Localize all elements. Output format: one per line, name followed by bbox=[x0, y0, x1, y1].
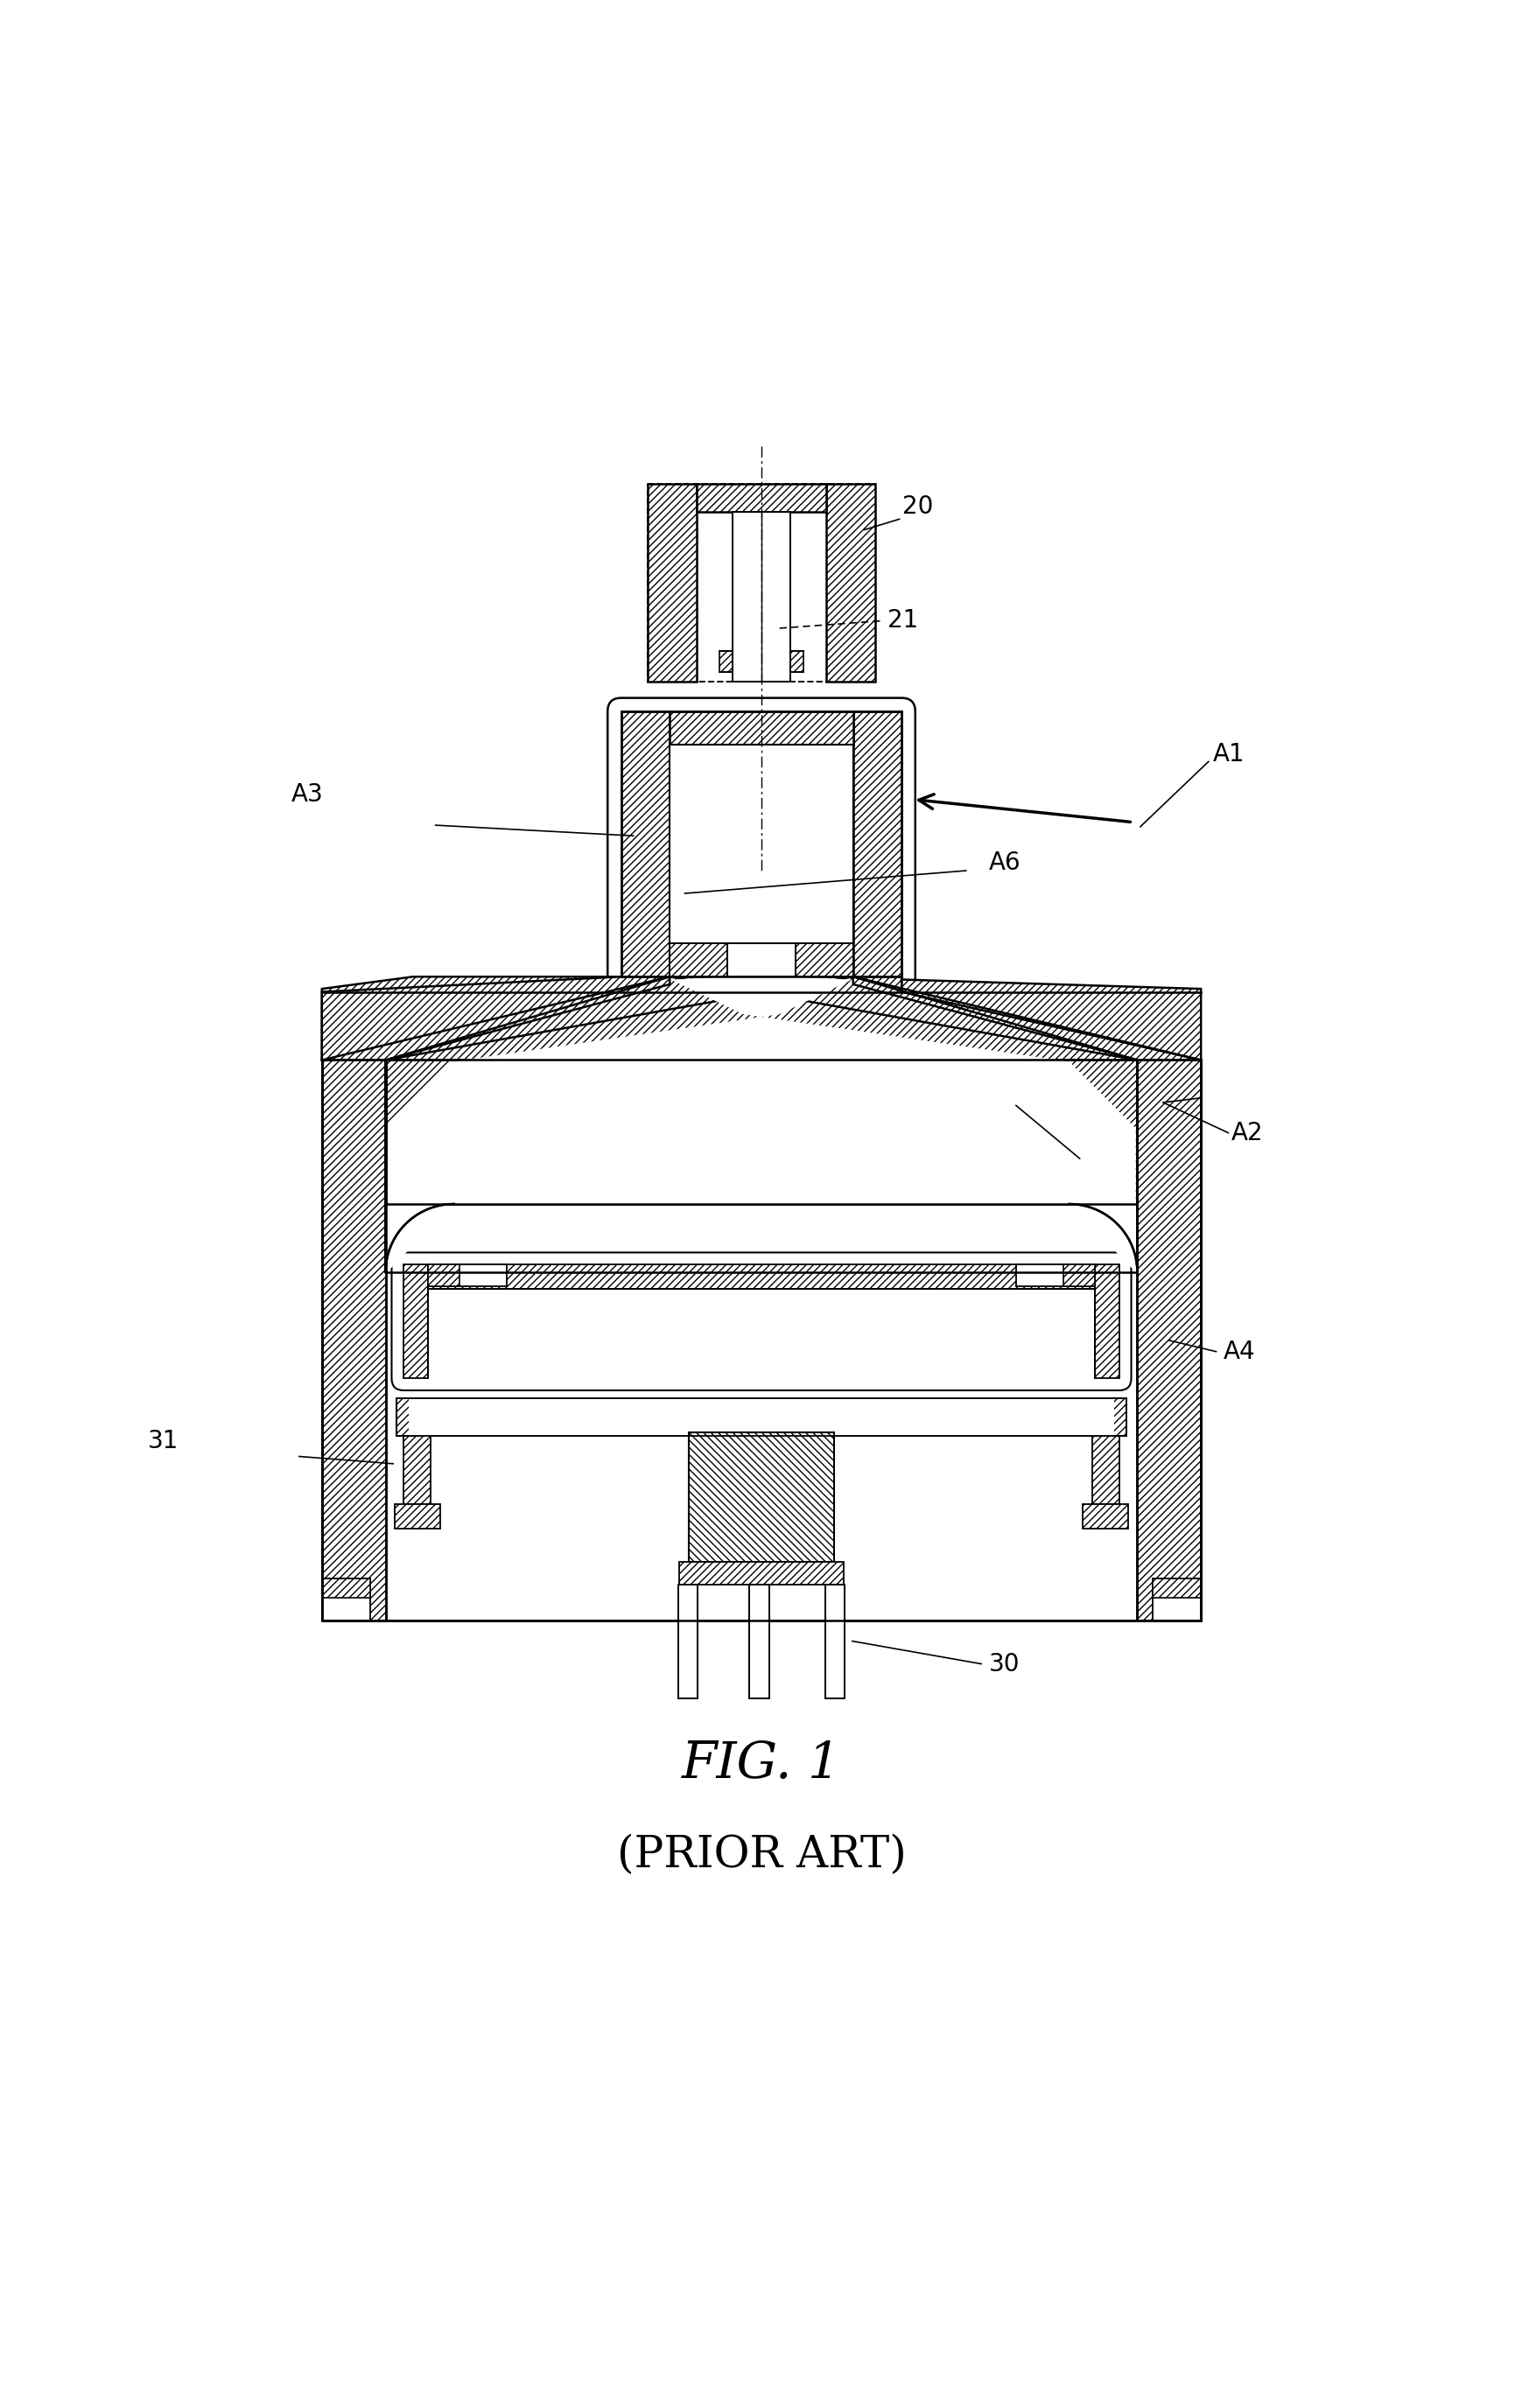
Bar bbox=[679, 1563, 843, 1584]
Bar bbox=[826, 484, 875, 681]
Bar bbox=[825, 1584, 845, 1698]
Bar bbox=[670, 710, 852, 744]
Bar bbox=[394, 1505, 440, 1529]
Bar bbox=[385, 1060, 1137, 1204]
Text: A4: A4 bbox=[1224, 1339, 1256, 1363]
Bar bbox=[696, 484, 826, 510]
Bar bbox=[428, 1264, 507, 1286]
Bar bbox=[670, 944, 728, 978]
Text: (PRIOR ART): (PRIOR ART) bbox=[616, 1835, 906, 1878]
Bar bbox=[403, 1264, 428, 1377]
Text: A2: A2 bbox=[1231, 1120, 1263, 1146]
Bar bbox=[688, 1433, 834, 1563]
Bar bbox=[749, 1584, 769, 1698]
FancyBboxPatch shape bbox=[391, 1252, 1131, 1389]
Bar bbox=[1062, 1264, 1094, 1286]
Bar bbox=[677, 1584, 697, 1698]
Bar bbox=[321, 1577, 370, 1621]
Bar bbox=[428, 1264, 1094, 1288]
Bar bbox=[408, 1399, 1114, 1435]
Polygon shape bbox=[385, 978, 852, 1060]
Bar bbox=[621, 710, 670, 978]
Text: A1: A1 bbox=[1213, 742, 1245, 766]
Polygon shape bbox=[387, 978, 1135, 1271]
Polygon shape bbox=[385, 978, 1137, 1271]
Bar bbox=[428, 1377, 1094, 1618]
FancyBboxPatch shape bbox=[607, 698, 915, 990]
Polygon shape bbox=[321, 978, 670, 1060]
Bar bbox=[852, 710, 901, 978]
Polygon shape bbox=[852, 978, 1201, 1060]
Bar bbox=[1137, 1060, 1201, 1621]
Text: A6: A6 bbox=[988, 850, 1020, 877]
Text: FIG. 1: FIG. 1 bbox=[682, 1741, 840, 1789]
Bar bbox=[396, 1399, 1126, 1435]
Text: 30: 30 bbox=[988, 1652, 1020, 1676]
Text: 31: 31 bbox=[148, 1428, 178, 1454]
Bar bbox=[1015, 1264, 1094, 1286]
Text: 20: 20 bbox=[903, 494, 933, 520]
Bar bbox=[1091, 1406, 1119, 1505]
Bar bbox=[647, 484, 875, 681]
Bar bbox=[732, 510, 790, 681]
Text: A5: A5 bbox=[1026, 1079, 1058, 1103]
Bar bbox=[403, 1406, 431, 1505]
Bar bbox=[670, 744, 852, 978]
Polygon shape bbox=[810, 978, 1201, 1060]
Text: 21: 21 bbox=[887, 609, 918, 633]
Bar bbox=[790, 650, 804, 672]
Bar bbox=[1152, 1577, 1201, 1597]
Bar bbox=[321, 1060, 385, 1621]
Polygon shape bbox=[385, 978, 1137, 1060]
Bar bbox=[428, 1264, 460, 1286]
Bar bbox=[321, 1577, 370, 1597]
Polygon shape bbox=[321, 978, 621, 1060]
Bar bbox=[728, 944, 794, 978]
Bar bbox=[321, 1060, 1201, 1621]
Bar bbox=[1082, 1505, 1128, 1529]
Bar bbox=[647, 484, 696, 681]
Bar bbox=[1094, 1264, 1119, 1377]
Bar bbox=[718, 650, 732, 672]
Text: A3: A3 bbox=[291, 783, 324, 807]
Bar bbox=[794, 944, 852, 978]
Bar bbox=[1152, 1577, 1201, 1621]
